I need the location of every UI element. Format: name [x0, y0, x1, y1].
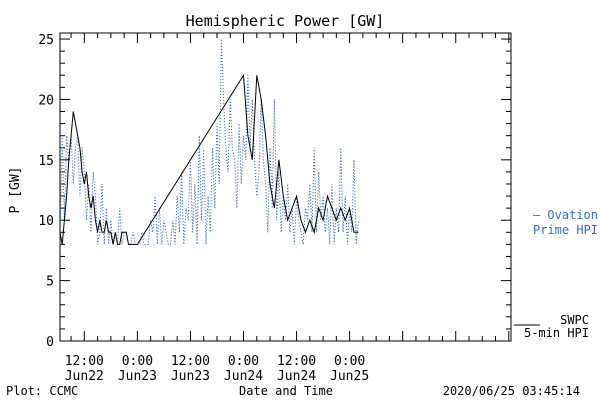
x-tick-label-date: Jun22 [65, 369, 104, 384]
legend-ovation: — Ovation Prime HPI [533, 208, 598, 237]
footer-timestamp: 2020/06/25 03:45:14 [443, 384, 580, 398]
x-tick-label-time: 12:00 [65, 354, 104, 369]
y-axis-label: P [GW] [8, 167, 23, 214]
y-tick-label: 10 [38, 214, 54, 229]
x-axis: 12:00Jun220:00Jun2312:00Jun230:00Jun2412… [65, 33, 510, 384]
chart-title: Hemispheric Power [GW] [186, 12, 385, 30]
x-tick-label-time: 0:00 [334, 354, 365, 369]
legend-swpc-line1: SWPC [560, 313, 589, 327]
x-tick-label-time: 0:00 [122, 354, 153, 369]
x-tick-label-date: Jun23 [118, 369, 157, 384]
series-ovation-prime-hpi [59, 38, 359, 245]
x-tick-label-time: 0:00 [228, 354, 259, 369]
legend-ovation-line2: Prime HPI [533, 223, 598, 237]
x-tick-label-time: 12:00 [277, 354, 316, 369]
legend-swpc-line2: 5-min HPI [524, 326, 589, 340]
legend-swpc: SWPC 5-min HPI [514, 313, 589, 340]
x-tick-label-date: Jun24 [277, 369, 316, 384]
x-tick-label-date: Jun25 [330, 369, 369, 384]
series-layer [59, 38, 359, 245]
y-tick-label: 25 [38, 33, 54, 48]
footer-plot-credit: Plot: CCMC [6, 384, 78, 398]
y-axis: 0 5 10 15 20 25 [38, 33, 511, 350]
x-tick-label-date: Jun23 [171, 369, 210, 384]
y-tick-label: 15 [38, 154, 54, 169]
x-tick-label-time: 12:00 [171, 354, 210, 369]
series-swpc-5min-hpi [59, 73, 359, 245]
x-axis-label: Date and Time [239, 384, 333, 398]
plot-frame [59, 32, 512, 342]
legend-ovation-line1: — Ovation [533, 208, 598, 222]
y-tick-label: 0 [46, 335, 54, 350]
y-tick-label: 5 [46, 275, 54, 290]
y-tick-label: 20 [38, 93, 54, 108]
x-tick-label-date: Jun24 [224, 369, 263, 384]
